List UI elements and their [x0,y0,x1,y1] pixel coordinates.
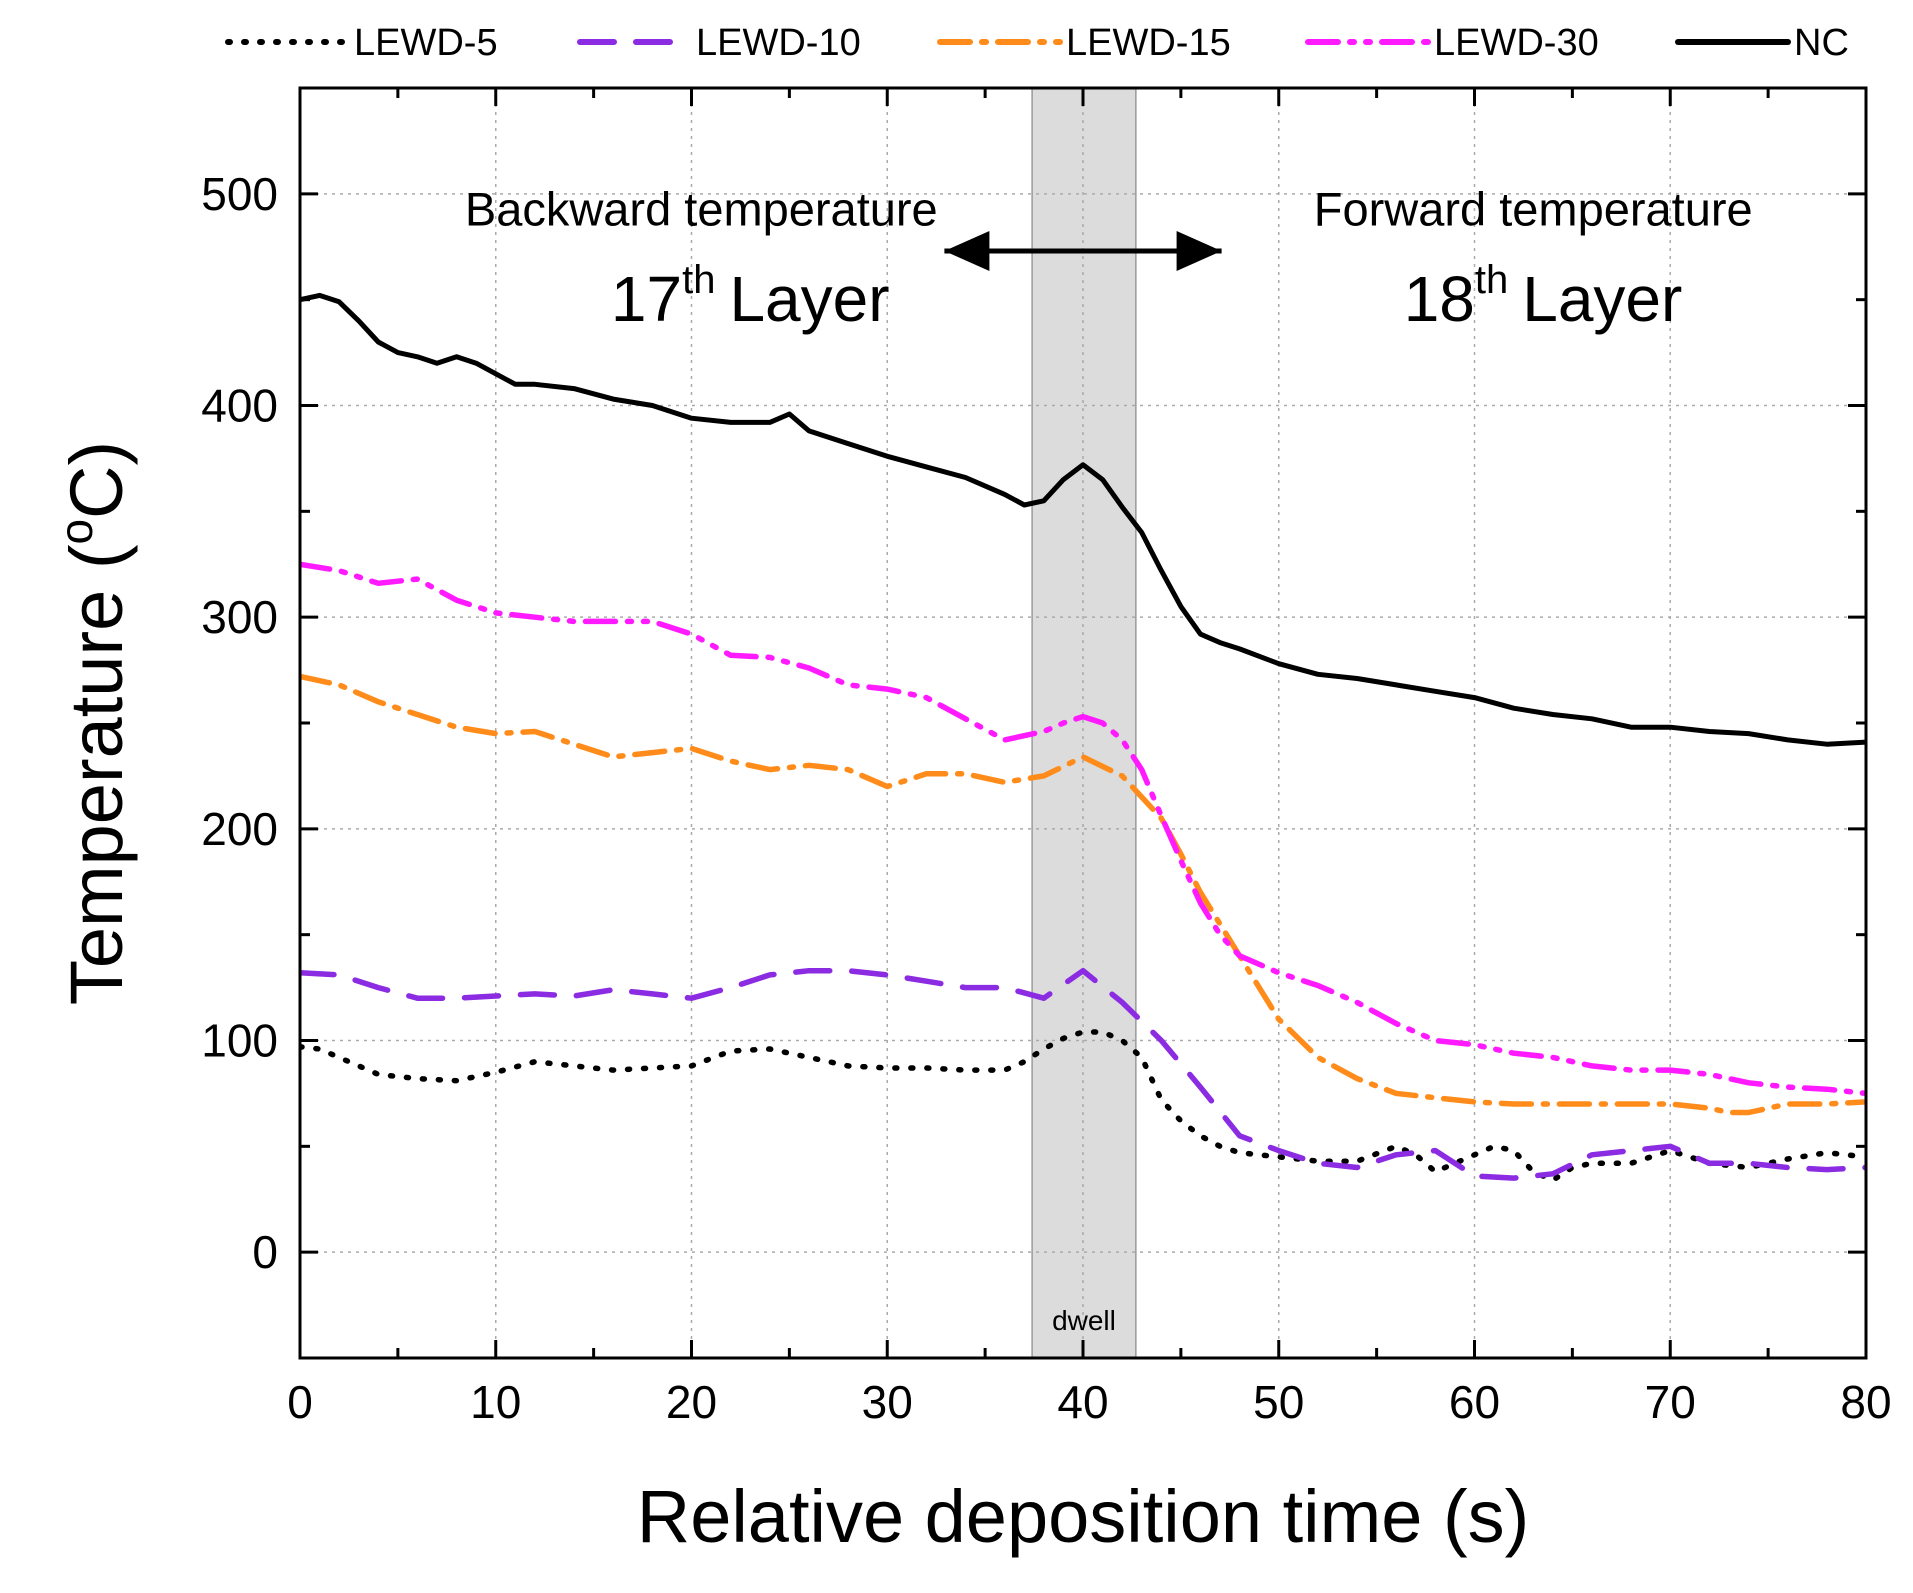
series-line-lewd-10 [300,967,1866,1181]
dwell-label: dwell [1052,1305,1116,1336]
y-axis-title-unit: C) [55,441,138,519]
y-axis-title-main: Temperature ( [55,544,138,1005]
layer-17-label: 17th Layer [611,258,890,335]
legend-label-lewd-30: LEWD-30 [1434,22,1599,64]
y-tick-label: 400 [201,380,278,432]
x-tick-label: 0 [287,1376,313,1428]
legend-label-lewd-10: LEWD-10 [696,22,861,64]
y-axis-title: Temperature (oC) [50,441,138,1005]
series-line-lewd-15 [300,673,1866,1116]
x-tick-label: 70 [1645,1376,1696,1428]
series-line-lewd-30 [300,561,1866,1097]
backward-temperature-label: Backward temperature [465,183,938,236]
dwell-region [1031,87,1137,1359]
x-tick-label: 60 [1449,1376,1500,1428]
y-tick-label: 500 [201,168,278,220]
layer-18-ordinal: th [1475,258,1508,302]
tick-labels: 0 10 20 30 40 50 60 70 80 0 100 200 300 400 500 [201,168,1891,1428]
legend-label-nc: NC [1794,22,1849,64]
x-tick-label: 80 [1840,1376,1891,1428]
y-tick-label: 100 [201,1015,278,1067]
legend-label-lewd-15: LEWD-15 [1066,22,1231,64]
y-tick-label: 0 [252,1226,278,1278]
layer-17-word: Layer [729,263,889,335]
layer-17-ordinal: th [682,258,715,302]
x-tick-label: 20 [666,1376,717,1428]
legend: LEWD-5 LEWD-10 LEWD-15 LEWD-30 NC [225,22,1849,64]
y-tick-label: 200 [201,803,278,855]
forward-temperature-label: Forward temperature [1314,183,1753,236]
y-axis-title-degree: o [50,519,102,545]
x-axis-title: Relative deposition time (s) [637,1475,1529,1558]
layer-18-number: 18 [1404,263,1475,335]
y-tick-label: 300 [201,591,278,643]
layer-18-word: Layer [1522,263,1682,335]
layer-17-number: 17 [611,263,682,335]
series-layer [300,292,1866,1183]
x-tick-label: 50 [1253,1376,1304,1428]
axis-ticks [298,86,1868,1360]
layer-18-label: 18th Layer [1404,258,1683,335]
series-line-nc [300,292,1866,747]
x-tick-label: 10 [470,1376,521,1428]
x-tick-label: 40 [1057,1376,1108,1428]
x-tick-label: 30 [862,1376,913,1428]
legend-label-lewd-5: LEWD-5 [354,22,498,64]
series-line-lewd-5 [300,1029,1866,1183]
